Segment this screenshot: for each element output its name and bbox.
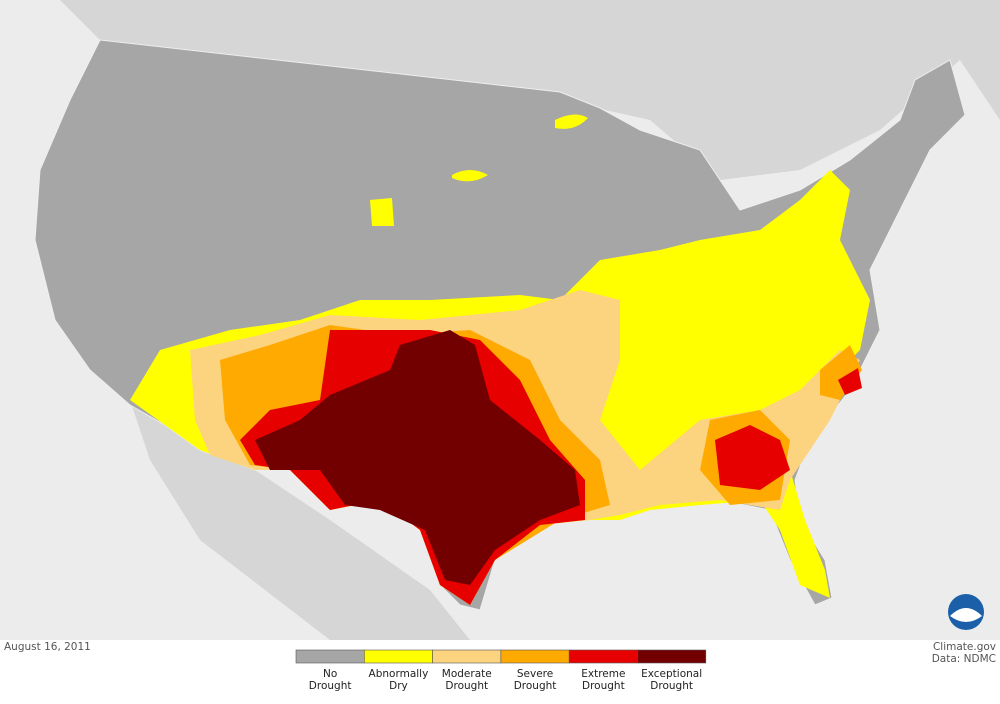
- drought-areas: [130, 114, 870, 605]
- legend-label: Drought: [514, 680, 557, 692]
- legend-label: Exceptional: [641, 668, 702, 680]
- abnormally-dry-patches: [370, 114, 588, 226]
- legend-label: Severe: [517, 668, 553, 680]
- legend-label: Abnormally: [369, 668, 429, 680]
- legend-label: Drought: [309, 680, 352, 692]
- legend-label: Extreme: [581, 668, 625, 680]
- legend-label: Drought: [445, 680, 488, 692]
- legend-swatch: [363, 649, 433, 664]
- legend-label: Drought: [582, 680, 625, 692]
- legend-label: Dry: [389, 680, 408, 692]
- exceptional-drought: [255, 330, 580, 585]
- legend-swatch: [295, 649, 365, 664]
- legend-swatch: [637, 649, 707, 664]
- date: August 16, 2011: [4, 641, 91, 653]
- legend-swatch: [568, 649, 638, 664]
- mexico: [130, 400, 470, 640]
- legend: NoDroughtAbnormallyDryModerateDroughtSev…: [295, 649, 707, 692]
- legend-label: No: [323, 668, 337, 680]
- source: Data: NDMC: [932, 653, 996, 665]
- legend-label: Drought: [650, 680, 693, 692]
- credit: Climate.gov: [933, 641, 996, 653]
- legend-swatch: [432, 649, 502, 664]
- noaa-logo-bird: [950, 608, 982, 622]
- legend-swatch: [500, 649, 570, 664]
- legend-label: Moderate: [442, 668, 492, 680]
